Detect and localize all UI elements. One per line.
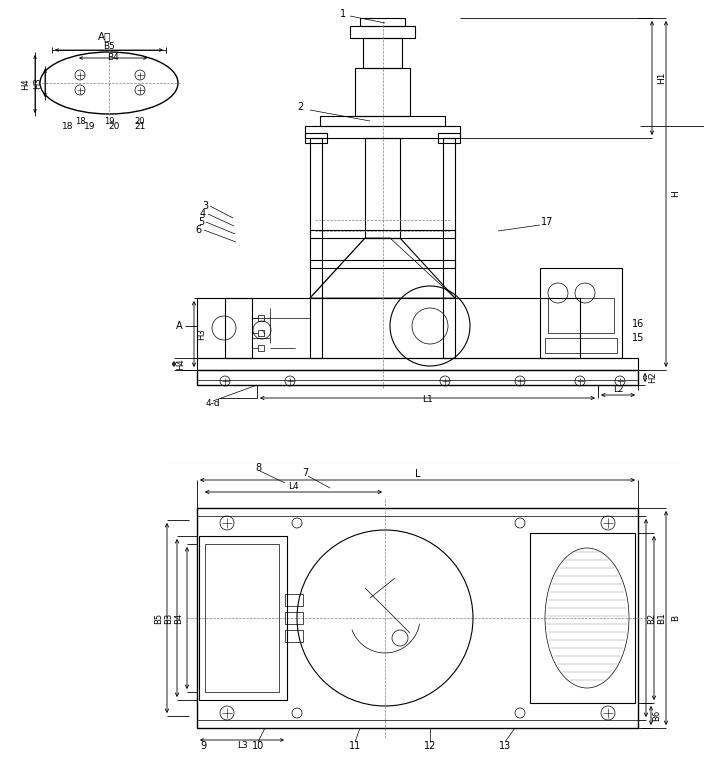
Text: 3: 3 xyxy=(202,201,208,211)
Bar xyxy=(205,544,279,692)
Text: L1: L1 xyxy=(422,394,433,404)
Bar xyxy=(197,370,638,385)
Bar xyxy=(530,533,635,703)
Bar xyxy=(540,268,622,358)
Bar xyxy=(285,594,303,606)
Bar xyxy=(310,138,322,358)
Text: 21: 21 xyxy=(134,121,146,131)
Text: 18: 18 xyxy=(62,121,74,131)
Bar xyxy=(310,260,455,268)
Bar xyxy=(225,298,580,358)
Bar xyxy=(360,18,405,26)
Text: L: L xyxy=(415,469,420,479)
Text: 7: 7 xyxy=(302,468,308,478)
Text: H: H xyxy=(672,191,681,198)
Text: 2: 2 xyxy=(297,102,303,112)
Bar xyxy=(310,230,455,238)
Text: L4: L4 xyxy=(288,482,298,490)
Text: 17: 17 xyxy=(541,217,553,227)
Text: 19: 19 xyxy=(84,121,96,131)
Bar xyxy=(545,338,617,353)
Text: 12: 12 xyxy=(424,741,436,751)
Bar xyxy=(350,26,415,38)
Bar xyxy=(305,133,327,143)
Bar xyxy=(355,68,410,116)
Text: H3: H3 xyxy=(34,77,42,89)
Bar xyxy=(197,508,638,728)
Bar xyxy=(258,330,264,336)
Bar xyxy=(285,612,303,624)
Text: B5: B5 xyxy=(103,41,115,51)
Text: 16: 16 xyxy=(632,319,644,329)
Text: B2: B2 xyxy=(648,612,657,623)
Bar xyxy=(258,345,264,351)
Text: 10: 10 xyxy=(252,741,264,751)
Text: B4: B4 xyxy=(107,52,119,61)
Text: 15: 15 xyxy=(632,333,644,343)
Bar xyxy=(438,133,460,143)
Text: 4: 4 xyxy=(200,209,206,219)
Bar xyxy=(365,138,400,238)
Text: A向: A向 xyxy=(99,31,112,41)
Text: H1: H1 xyxy=(658,72,667,84)
Bar xyxy=(548,298,614,333)
Bar xyxy=(285,630,303,642)
Text: H2: H2 xyxy=(648,372,658,384)
Text: L3: L3 xyxy=(237,741,247,751)
Text: A: A xyxy=(177,321,183,331)
Bar xyxy=(363,38,402,68)
Text: B6: B6 xyxy=(653,710,662,721)
Text: B: B xyxy=(672,615,681,621)
Text: H3: H3 xyxy=(198,328,206,340)
Bar xyxy=(258,315,264,321)
Text: 19: 19 xyxy=(103,117,114,125)
Bar xyxy=(199,536,287,700)
Text: B3: B3 xyxy=(165,612,173,624)
Text: L2: L2 xyxy=(612,384,623,394)
Text: 5: 5 xyxy=(198,217,204,227)
Bar xyxy=(197,358,638,370)
Text: 8: 8 xyxy=(255,463,261,473)
Text: 20: 20 xyxy=(134,117,145,125)
Text: B4: B4 xyxy=(175,612,184,623)
Text: 13: 13 xyxy=(499,741,511,751)
Bar xyxy=(305,126,460,138)
Text: B5: B5 xyxy=(154,612,163,623)
Bar xyxy=(197,298,252,358)
Bar xyxy=(443,138,455,358)
Text: 18: 18 xyxy=(75,117,85,125)
Text: 20: 20 xyxy=(108,121,120,131)
Text: H4: H4 xyxy=(177,358,185,370)
Text: 1: 1 xyxy=(340,9,346,19)
Text: 11: 11 xyxy=(349,741,361,751)
Text: H4: H4 xyxy=(22,78,30,89)
Text: 6: 6 xyxy=(196,225,202,235)
Text: 9: 9 xyxy=(200,741,206,751)
Bar xyxy=(320,116,445,126)
Text: 4-d: 4-d xyxy=(206,398,220,408)
Text: B1: B1 xyxy=(658,612,667,624)
